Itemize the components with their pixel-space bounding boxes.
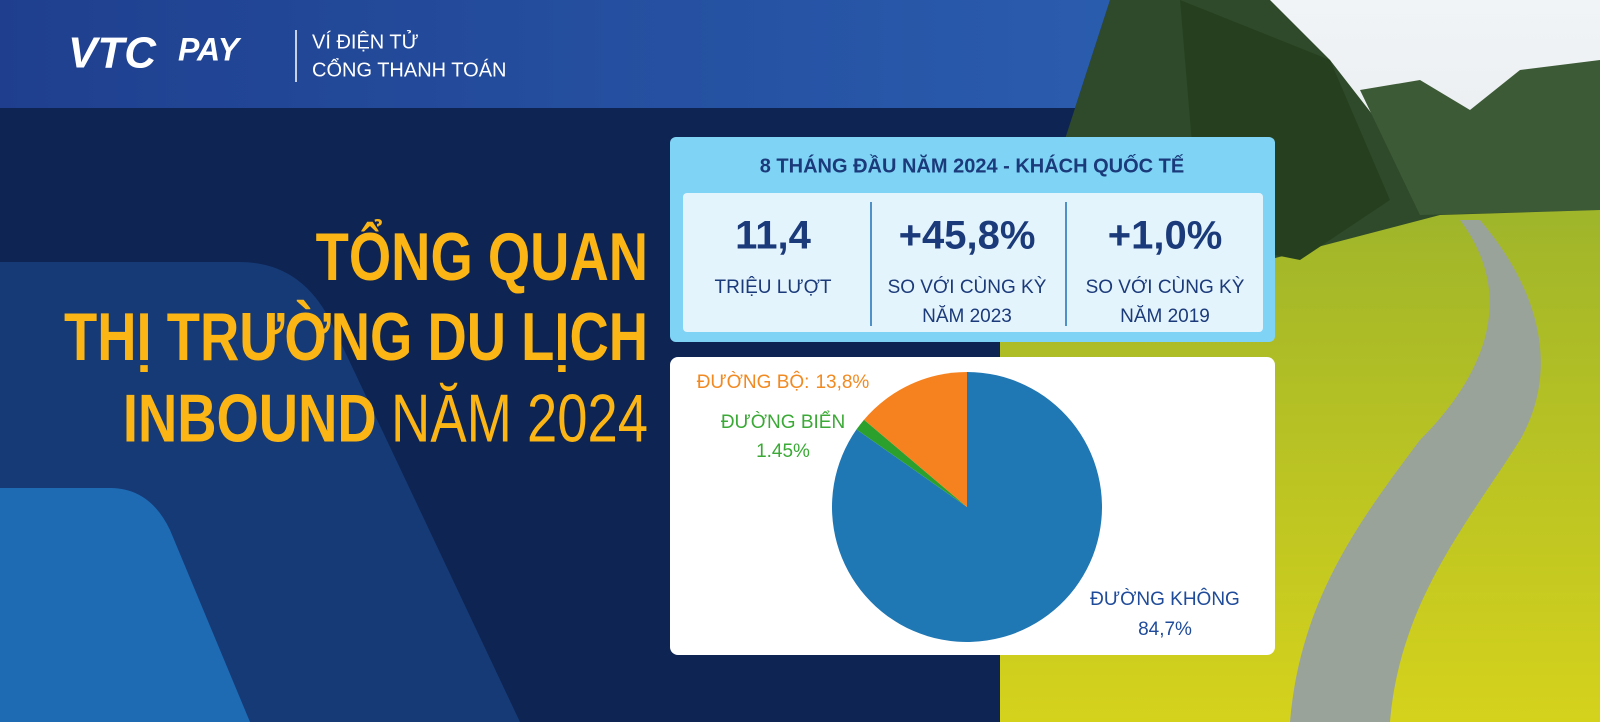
stats-heading: 8 THÁNG ĐẦU NĂM 2024 - KHÁCH QUỐC TẾ [760, 153, 1184, 177]
title-line: THỊ TRƯỜNG DU LỊCH [64, 299, 648, 375]
title-line: TỔNG QUAN [316, 218, 648, 295]
category-label: ĐƯỜNG KHÔNG [1090, 588, 1240, 610]
stat-value: 11,4 [735, 214, 811, 258]
logo-pay: PAY [178, 31, 242, 67]
category-label: ĐƯỜNG BIỂN [721, 411, 845, 433]
header-band [0, 0, 1110, 108]
tagline: VÍ ĐIỆN TỬ [312, 29, 419, 53]
stat-label: SO VỚI CÙNG KỲ [1086, 276, 1245, 298]
stat-value: +1,0% [1108, 214, 1223, 258]
stat-label: TRIỆU LƯỢT [715, 276, 832, 298]
stat-label: NĂM 2023 [922, 306, 1012, 327]
pie-label: ĐƯỜNG BỘ: 13,8% [697, 371, 870, 393]
title-bold: INBOUND [123, 381, 377, 457]
category-label: ĐƯỜNG BỘ: [697, 371, 810, 393]
pie-slice [864, 372, 967, 507]
stat-label: SO VỚI CÙNG KỲ [888, 276, 1047, 298]
logo-vtc: VTC [68, 29, 157, 78]
value-label: 1.45% [756, 441, 810, 462]
value-label: 84,7% [1138, 619, 1192, 640]
title: TỔNG QUAN THỊ TRƯỜNG DU LỊCH INBOUND NĂM … [64, 218, 648, 457]
stat-label: NĂM 2019 [1120, 306, 1210, 327]
pie-slice [856, 419, 967, 507]
title-light: NĂM 2024 [391, 381, 648, 457]
shape [0, 488, 250, 722]
title-line: INBOUND NĂM 2024 [123, 381, 648, 457]
stats-panel [683, 193, 1263, 332]
tagline: CỔNG THANH TOÁN [312, 57, 506, 81]
value-label: 13,8% [815, 372, 869, 393]
stat-value: +45,8% [899, 214, 1036, 258]
